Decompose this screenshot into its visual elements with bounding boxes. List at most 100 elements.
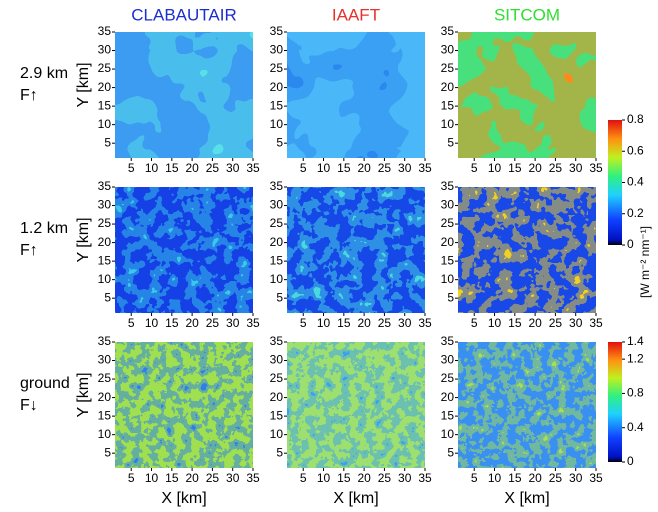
x-tick-label: 30: [569, 316, 583, 330]
x-tick-label: 25: [206, 471, 220, 485]
y-tick-label: 10: [98, 117, 112, 131]
y-tick-label: 5: [276, 445, 283, 459]
x-tick-label: 20: [528, 161, 542, 175]
colorbar-tick-label: 0.8: [627, 112, 644, 126]
y-tick-label: 5: [104, 135, 111, 149]
heatmap-texture: [287, 32, 425, 158]
y-tick-label: 20: [441, 390, 455, 404]
y-tick-label: 30: [441, 353, 455, 367]
heatmap-texture: [458, 187, 596, 313]
x-tick-label: 35: [246, 471, 260, 485]
x-tick-label: 15: [337, 471, 351, 485]
y-tick-label: 15: [98, 98, 112, 112]
x-tick-label: 35: [589, 471, 603, 485]
x-tick-label: 35: [418, 316, 432, 330]
y-tick-label: 35: [270, 24, 284, 38]
x-tick-label: 35: [418, 471, 432, 485]
y-tick-label: 35: [441, 24, 455, 38]
y-tick-label: 35: [441, 179, 455, 193]
x-tick-label: 5: [471, 316, 478, 330]
y-tick-label: 25: [270, 216, 284, 230]
colorbar-tick-label: 0.6: [627, 143, 644, 157]
y-tick-label: 5: [104, 290, 111, 304]
x-axis-label: X [km]: [504, 490, 549, 507]
x-tick-label: 15: [508, 161, 522, 175]
x-tick-label: 5: [128, 471, 135, 485]
y-tick-label: 30: [441, 43, 455, 57]
heatmap-texture: [287, 342, 425, 468]
y-tick-label: 20: [98, 390, 112, 404]
x-tick-label: 10: [317, 316, 331, 330]
y-axis-label: Y [km]: [75, 217, 92, 262]
x-tick-label: 30: [398, 471, 412, 485]
x-tick-label: 10: [317, 471, 331, 485]
x-tick-label: 35: [589, 161, 603, 175]
x-tick-label: 20: [357, 161, 371, 175]
colorbar-tick-label: 0.8: [627, 386, 644, 400]
y-tick-label: 30: [270, 43, 284, 57]
y-tick-label: 25: [98, 61, 112, 75]
x-tick-label: 20: [528, 316, 542, 330]
y-tick-label: 10: [98, 427, 112, 441]
x-tick-label: 10: [145, 316, 159, 330]
x-tick-label: 35: [246, 161, 260, 175]
y-tick-label: 15: [98, 408, 112, 422]
y-tick-label: 10: [270, 272, 284, 286]
y-tick-label: 10: [441, 272, 455, 286]
y-tick-label: 35: [270, 179, 284, 193]
column-title: IAAFT: [332, 5, 380, 24]
y-tick-label: 5: [276, 135, 283, 149]
y-tick-label: 25: [98, 216, 112, 230]
colorbar: [608, 342, 622, 462]
y-tick-label: 25: [270, 61, 284, 75]
x-tick-label: 15: [337, 316, 351, 330]
row-label: 2.9 km: [20, 65, 68, 82]
y-tick-label: 35: [98, 334, 112, 348]
x-tick-label: 10: [488, 316, 502, 330]
x-tick-label: 30: [226, 316, 240, 330]
heatmap-texture: [115, 342, 253, 468]
x-tick-label: 20: [185, 161, 199, 175]
y-tick-label: 10: [270, 117, 284, 131]
y-tick-label: 35: [441, 334, 455, 348]
x-tick-label: 30: [398, 161, 412, 175]
colorbar-tick-label: 0.4: [627, 175, 644, 189]
x-tick-label: 10: [488, 471, 502, 485]
y-tick-label: 15: [441, 408, 455, 422]
y-tick-label: 25: [441, 371, 455, 385]
x-tick-label: 15: [165, 316, 179, 330]
y-tick-label: 25: [441, 61, 455, 75]
x-tick-label: 25: [206, 161, 220, 175]
x-axis-label: X [km]: [333, 490, 378, 507]
y-tick-label: 30: [441, 198, 455, 212]
x-tick-label: 35: [418, 161, 432, 175]
x-tick-label: 20: [185, 471, 199, 485]
y-tick-label: 20: [441, 80, 455, 94]
y-tick-label: 20: [270, 235, 284, 249]
x-tick-label: 15: [508, 471, 522, 485]
y-tick-label: 15: [441, 253, 455, 267]
y-tick-label: 35: [270, 334, 284, 348]
heatmap-texture: [115, 32, 253, 158]
row-label: ground: [20, 375, 70, 392]
column-title: SITCOM: [494, 5, 560, 24]
x-tick-label: 10: [317, 161, 331, 175]
y-axis-label: Y [km]: [75, 372, 92, 417]
y-tick-label: 5: [104, 445, 111, 459]
heatmap-texture: [115, 187, 253, 313]
x-tick-label: 5: [128, 316, 135, 330]
y-tick-label: 20: [98, 80, 112, 94]
y-tick-label: 5: [447, 445, 454, 459]
y-tick-label: 15: [270, 408, 284, 422]
y-tick-label: 20: [98, 235, 112, 249]
x-tick-label: 5: [300, 316, 307, 330]
y-tick-label: 30: [98, 353, 112, 367]
y-tick-label: 35: [98, 24, 112, 38]
x-tick-label: 20: [357, 316, 371, 330]
colorbar-tick-label: 1.4: [627, 334, 644, 348]
x-tick-label: 15: [165, 471, 179, 485]
y-axis-label: Y [km]: [75, 62, 92, 107]
y-tick-label: 10: [441, 427, 455, 441]
x-tick-label: 5: [471, 471, 478, 485]
